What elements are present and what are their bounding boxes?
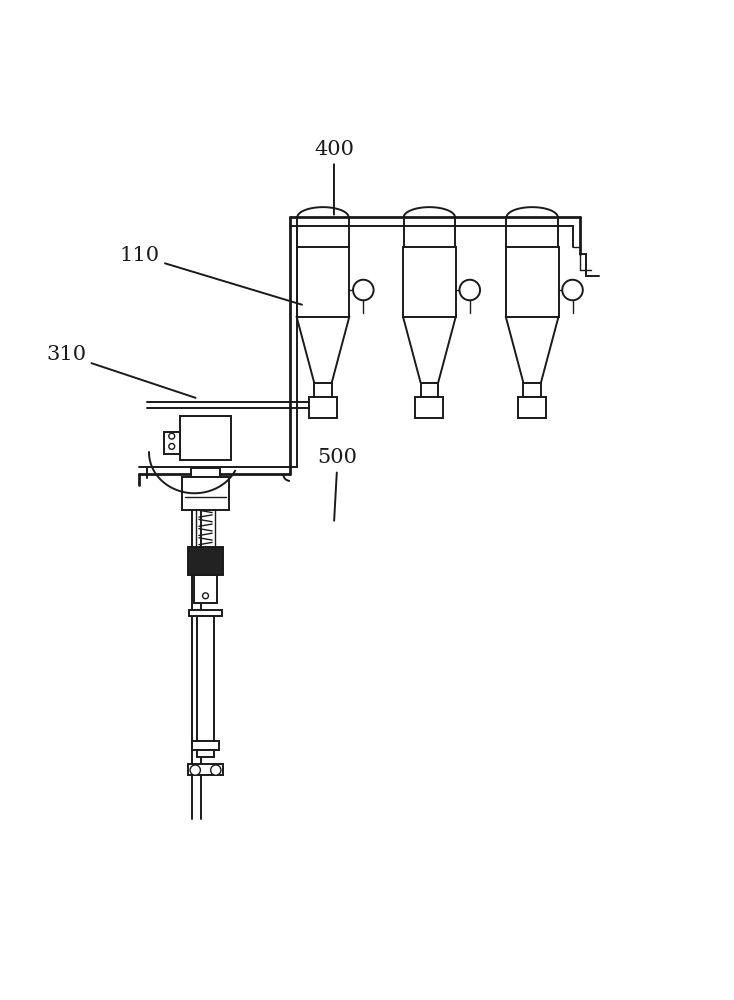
Bar [523, 383, 541, 397]
Circle shape [190, 765, 200, 775]
Bar [403, 247, 456, 316]
Bar [415, 397, 443, 418]
Bar [192, 741, 219, 750]
Circle shape [169, 433, 175, 439]
Bar [297, 247, 349, 316]
Bar [188, 764, 223, 775]
Bar [191, 468, 220, 477]
Bar [197, 616, 214, 741]
Bar [421, 383, 438, 397]
Circle shape [169, 443, 175, 449]
Bar [314, 383, 332, 397]
Bar [518, 397, 546, 418]
Text: 500: 500 [318, 448, 357, 521]
Bar [189, 610, 222, 616]
Bar [194, 575, 217, 603]
Text: 400: 400 [314, 140, 354, 215]
Circle shape [353, 280, 374, 300]
Text: 310: 310 [46, 345, 195, 398]
Circle shape [562, 280, 583, 300]
Bar [180, 416, 231, 460]
Bar [197, 750, 214, 757]
Circle shape [203, 593, 208, 599]
Bar [188, 547, 223, 575]
Text: 110: 110 [120, 246, 302, 305]
Circle shape [459, 280, 480, 300]
Bar [506, 247, 559, 316]
Bar [164, 432, 180, 454]
Bar [309, 397, 337, 418]
Circle shape [211, 765, 221, 775]
Bar [182, 477, 229, 510]
